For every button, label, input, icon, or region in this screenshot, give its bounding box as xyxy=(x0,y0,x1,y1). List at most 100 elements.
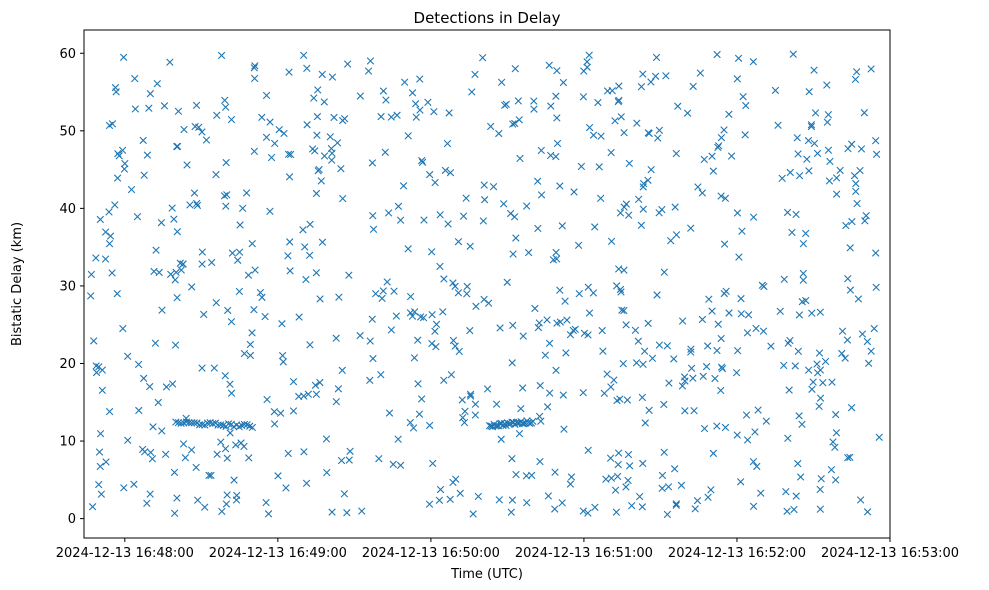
detection-point xyxy=(146,90,155,98)
detection-point xyxy=(530,105,538,113)
detection-point xyxy=(687,348,695,356)
detection-point xyxy=(647,78,655,86)
detection-point xyxy=(714,320,722,328)
detection-point xyxy=(111,83,120,92)
detection-point xyxy=(718,364,727,373)
detection-point xyxy=(782,487,790,496)
x-tick-label: 2024-12-13 16:50:00 xyxy=(362,546,500,561)
detection-point xyxy=(472,302,480,311)
detection-point xyxy=(598,326,606,335)
detection-point xyxy=(545,389,554,397)
detection-point xyxy=(846,453,854,462)
detection-point xyxy=(366,337,374,345)
detection-point xyxy=(681,407,689,415)
detection-point xyxy=(846,286,855,294)
detection-point xyxy=(535,412,544,421)
detection-point xyxy=(637,221,646,230)
detection-point xyxy=(171,276,179,284)
detection-point xyxy=(92,368,101,377)
detection-point xyxy=(655,126,664,134)
detection-point xyxy=(224,306,232,315)
detection-point xyxy=(212,299,220,307)
detection-point xyxy=(489,182,498,191)
detection-point xyxy=(752,324,760,333)
detection-point xyxy=(271,139,279,148)
detection-point xyxy=(278,351,287,360)
detection-point xyxy=(792,492,800,500)
detection-point xyxy=(471,400,480,408)
detection-point xyxy=(234,256,242,264)
detection-point xyxy=(87,270,96,279)
detection-point xyxy=(633,119,641,127)
detection-point xyxy=(523,499,531,507)
detection-point xyxy=(694,183,702,191)
detection-point xyxy=(454,289,463,297)
detection-point xyxy=(536,457,544,466)
detection-point xyxy=(435,496,444,504)
detection-point xyxy=(856,496,865,504)
detection-point xyxy=(717,192,725,200)
detection-point xyxy=(328,508,336,516)
detection-point xyxy=(783,208,792,217)
detection-point xyxy=(829,438,837,446)
detection-point xyxy=(660,400,668,409)
detection-point xyxy=(244,271,253,279)
detection-point xyxy=(312,189,321,198)
detection-point xyxy=(200,310,208,319)
detection-point xyxy=(338,366,346,375)
detection-point xyxy=(508,496,517,504)
detection-point xyxy=(796,473,805,481)
detection-point xyxy=(356,331,364,340)
detection-point xyxy=(502,100,510,108)
detection-point xyxy=(735,253,743,261)
detection-point xyxy=(369,211,377,220)
detection-point xyxy=(778,174,786,182)
detection-point xyxy=(813,149,822,158)
detection-point xyxy=(305,251,314,260)
detection-point xyxy=(173,227,182,236)
detection-point xyxy=(471,70,479,79)
detection-point xyxy=(284,449,292,458)
detection-point xyxy=(861,217,869,225)
detection-point xyxy=(198,420,206,429)
detection-point xyxy=(634,337,643,345)
detection-point xyxy=(151,339,160,347)
detection-point xyxy=(414,336,422,344)
detection-point xyxy=(713,422,721,430)
detection-point xyxy=(864,359,873,368)
detection-point xyxy=(852,179,860,188)
detection-point xyxy=(135,406,143,415)
detection-point xyxy=(356,92,365,100)
detection-point xyxy=(743,436,752,444)
detection-point xyxy=(725,309,733,317)
detection-point xyxy=(105,407,114,416)
y-tick-label: 50 xyxy=(59,124,76,139)
detection-point xyxy=(737,310,745,318)
detection-point xyxy=(558,222,566,230)
detection-point xyxy=(794,459,802,468)
detection-point xyxy=(302,275,310,284)
detection-point xyxy=(798,298,806,306)
detection-point xyxy=(821,357,830,366)
detection-point xyxy=(537,417,545,425)
detection-point xyxy=(240,420,249,429)
detection-point xyxy=(867,347,875,355)
detection-point xyxy=(323,468,331,477)
detection-point xyxy=(628,501,636,510)
detection-point xyxy=(804,136,813,145)
detection-point xyxy=(463,290,471,298)
detection-point xyxy=(115,152,123,160)
detection-point xyxy=(267,153,276,162)
detection-point xyxy=(150,267,158,276)
detection-point xyxy=(379,287,387,295)
detection-point xyxy=(871,137,880,145)
detection-point xyxy=(665,379,673,387)
detection-point xyxy=(491,422,500,430)
detection-point xyxy=(279,358,287,366)
detection-point xyxy=(562,349,570,357)
detection-point xyxy=(832,174,841,182)
detection-point xyxy=(459,413,467,422)
detection-point xyxy=(507,508,515,516)
detection-point xyxy=(583,58,591,66)
